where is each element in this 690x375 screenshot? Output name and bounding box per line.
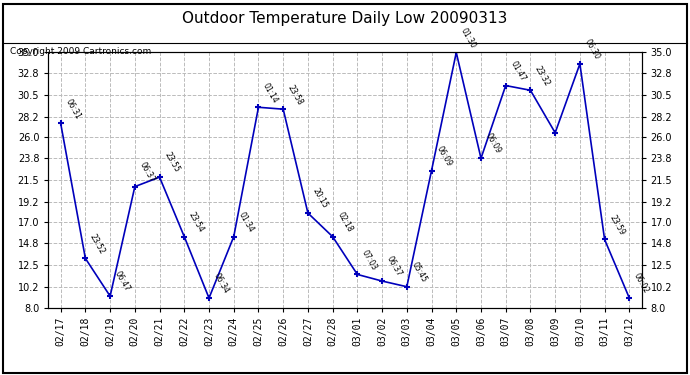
- Text: 06:30: 06:30: [582, 38, 602, 61]
- Text: 05:45: 05:45: [410, 260, 428, 284]
- Text: 06:09: 06:09: [484, 132, 502, 156]
- Text: Outdoor Temperature Daily Low 20090313: Outdoor Temperature Daily Low 20090313: [182, 11, 508, 26]
- Text: 23:32: 23:32: [533, 64, 552, 87]
- Text: 23:59: 23:59: [607, 213, 626, 237]
- Text: 23:52: 23:52: [88, 232, 107, 256]
- Text: 06:37: 06:37: [137, 160, 157, 184]
- Text: 01:34: 01:34: [237, 210, 255, 234]
- Text: 23:58: 23:58: [286, 83, 304, 106]
- Text: 06:47: 06:47: [113, 270, 132, 293]
- Text: 23:54: 23:54: [187, 210, 206, 234]
- Text: 06:09: 06:09: [434, 144, 453, 168]
- Text: 06:34: 06:34: [212, 272, 230, 295]
- Text: 06:02: 06:02: [632, 272, 651, 295]
- Text: 23:55: 23:55: [162, 151, 181, 174]
- Text: 01:47: 01:47: [509, 59, 527, 83]
- Text: 01:14: 01:14: [262, 81, 280, 105]
- Text: 06:31: 06:31: [63, 97, 82, 120]
- Text: 06:37: 06:37: [385, 255, 404, 278]
- Text: 01:30: 01:30: [459, 26, 477, 50]
- Text: Copyright 2009 Cartronics.com: Copyright 2009 Cartronics.com: [10, 47, 152, 56]
- Text: 07:03: 07:03: [360, 248, 379, 272]
- Text: 20:15: 20:15: [310, 187, 329, 210]
- Text: 02:18: 02:18: [335, 211, 354, 234]
